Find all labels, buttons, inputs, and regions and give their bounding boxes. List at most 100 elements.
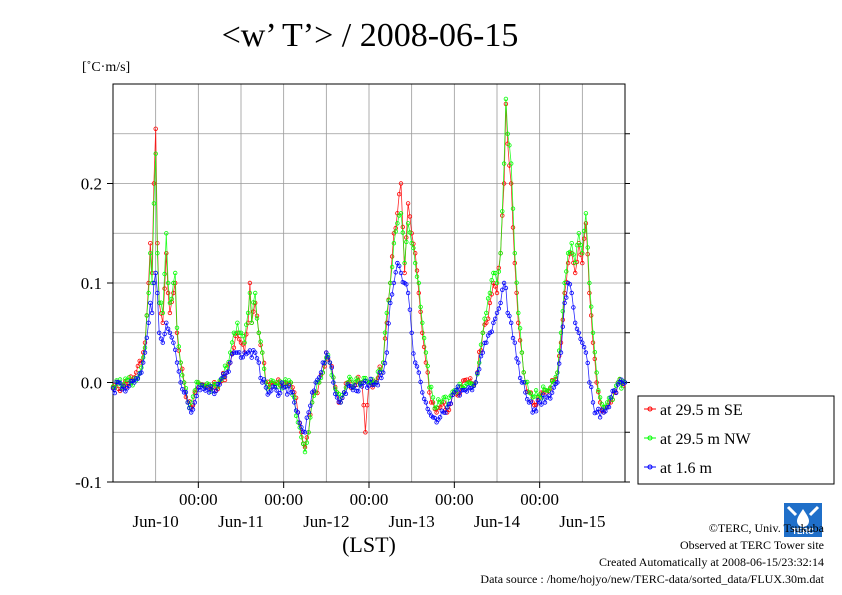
data-point — [333, 391, 338, 397]
x-tick-date: Jun-12 — [303, 512, 349, 531]
data-point — [292, 395, 297, 400]
data-point — [544, 388, 549, 393]
data-point — [167, 310, 173, 316]
data-point — [194, 393, 199, 399]
data-point — [468, 376, 473, 381]
data-point — [165, 326, 171, 331]
data-point — [477, 367, 482, 372]
data-point — [525, 397, 530, 402]
data-point — [569, 290, 574, 296]
data-point — [432, 415, 437, 421]
data-point — [153, 270, 158, 276]
data-point — [487, 290, 493, 296]
data-point — [480, 330, 485, 335]
legend: at 29.5 m SE at 29.5 m NW at 1.6 m — [637, 395, 835, 485]
x-tick-date: Jun-15 — [559, 512, 605, 531]
data-point — [592, 356, 597, 362]
data-point — [430, 400, 436, 405]
data-point — [409, 240, 414, 246]
data-point — [461, 387, 466, 393]
data-point — [425, 363, 430, 369]
data-point — [528, 391, 533, 396]
data-point — [146, 320, 151, 325]
data-point — [256, 360, 261, 365]
data-point — [457, 393, 462, 398]
data-point — [292, 400, 297, 405]
data-point — [244, 332, 249, 337]
data-point — [308, 403, 313, 408]
data-point — [302, 430, 308, 435]
data-point — [297, 420, 302, 425]
x-tick-time: 00:00 — [350, 490, 389, 509]
data-point — [244, 322, 249, 327]
data-point — [167, 300, 173, 306]
data-point — [279, 380, 285, 385]
legend-marker — [647, 464, 653, 470]
data-point — [162, 271, 167, 277]
data-point — [132, 380, 137, 385]
data-point — [151, 280, 157, 286]
data-point — [514, 290, 519, 295]
data-point — [164, 250, 169, 256]
data-point — [261, 366, 267, 371]
data-point — [507, 143, 512, 148]
data-point — [160, 340, 165, 345]
data-point — [404, 282, 409, 287]
data-point — [407, 307, 413, 312]
data-point — [509, 181, 514, 186]
data-point — [560, 309, 565, 314]
data-point — [171, 340, 176, 345]
data-point — [519, 350, 525, 355]
data-point — [441, 410, 446, 415]
data-point — [167, 330, 173, 335]
data-point — [567, 249, 573, 255]
data-point — [619, 386, 624, 391]
data-point — [597, 415, 603, 420]
data-point — [443, 410, 448, 415]
data-point — [583, 211, 589, 216]
data-point — [521, 380, 526, 385]
data-point — [589, 313, 594, 318]
data-point — [165, 290, 171, 296]
data-point — [231, 345, 237, 350]
data-point — [485, 296, 491, 301]
data-point — [541, 384, 546, 389]
data-point — [148, 250, 153, 256]
data-point — [558, 340, 564, 345]
data-point — [139, 365, 144, 370]
data-point — [482, 340, 487, 346]
data-point — [434, 410, 439, 415]
data-point — [498, 250, 503, 256]
data-point — [411, 245, 416, 251]
data-point — [560, 324, 565, 329]
data-point — [133, 376, 139, 381]
data-point — [516, 320, 521, 325]
data-point — [580, 250, 585, 256]
data-point — [573, 260, 578, 266]
terc-logo-icon: TERC — [784, 503, 822, 537]
data-point — [587, 280, 592, 286]
data-point — [235, 350, 240, 355]
data-point — [423, 400, 429, 405]
source-credit: Data source : /home/hojyo/new/TERC-data/… — [480, 572, 824, 586]
legend-marker — [647, 406, 653, 412]
data-point — [238, 330, 244, 335]
data-point — [420, 320, 425, 325]
data-point — [509, 161, 514, 166]
data-point — [405, 290, 411, 296]
data-point — [158, 336, 164, 341]
legend-label: at 29.5 m SE — [660, 402, 743, 419]
data-point — [589, 304, 594, 309]
data-point — [413, 360, 418, 365]
data-point — [140, 355, 146, 360]
data-point — [541, 392, 546, 397]
data-point — [365, 403, 370, 408]
data-point — [571, 305, 576, 310]
data-point — [164, 320, 169, 325]
data-point — [343, 391, 349, 396]
data-point — [338, 400, 343, 405]
data-point — [386, 321, 391, 326]
data-point — [285, 392, 290, 397]
data-point — [272, 384, 277, 390]
data-point — [368, 376, 373, 382]
